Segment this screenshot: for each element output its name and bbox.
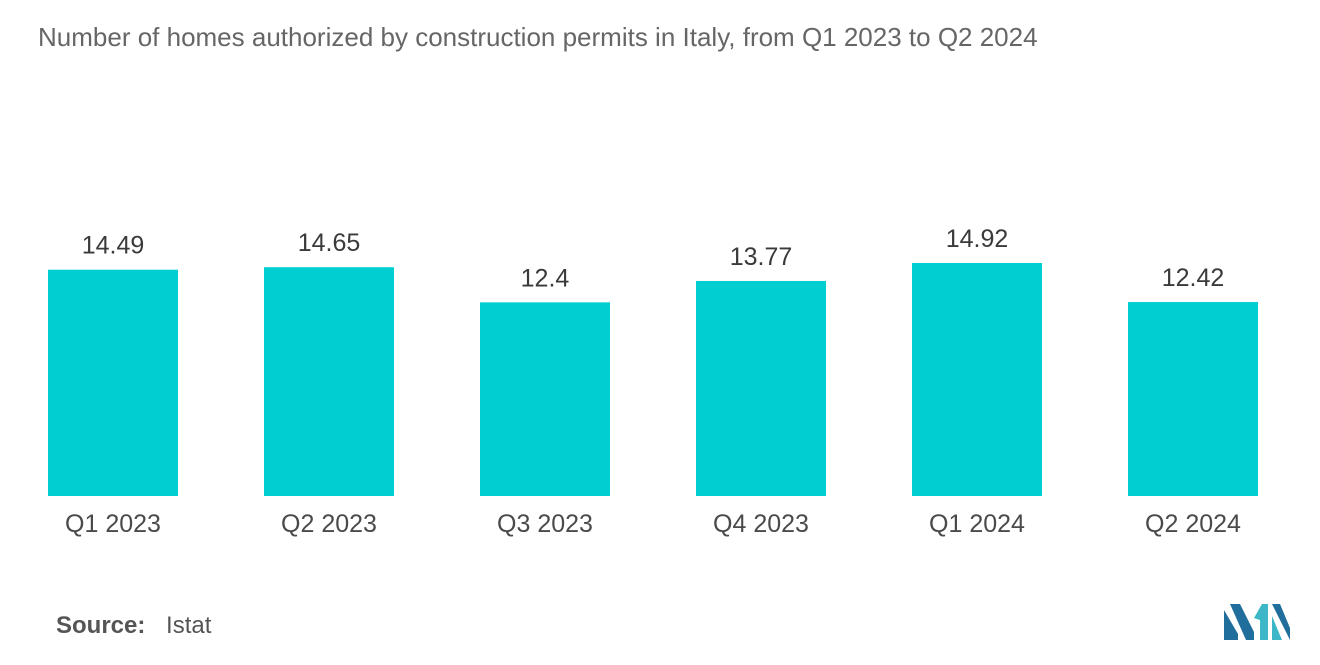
value-label: 12.42 [1162,264,1225,292]
bar-q1-2023 [48,269,178,496]
value-labels-layer: 14.49 14.65 12.4 13.77 14.92 12.42 [82,225,1225,292]
value-label: 12.4 [521,264,570,292]
x-tick-labels-layer: Q1 2023 Q2 2023 Q3 2023 Q4 2023 Q1 2024 Q2 20… [65,510,1241,538]
value-label: 14.92 [946,225,1009,253]
x-tick-label: Q3 2023 [497,510,593,538]
source-value: Istat [166,612,212,639]
x-tick-label: Q2 2023 [281,510,377,538]
value-label: 13.77 [730,243,793,271]
mordor-intelligence-logo-icon [1224,604,1290,640]
source-label: Source: [56,612,146,639]
value-label: 14.49 [82,232,145,260]
x-tick-label: Q1 2024 [929,510,1025,538]
x-tick-label: Q4 2023 [713,510,809,538]
bar-q2-2023 [264,267,394,496]
source-note: Source: Istat [56,612,211,640]
bar-q4-2023 [696,280,826,496]
bars-layer [48,263,1258,496]
x-tick-label: Q1 2023 [65,510,161,538]
bar-q3-2023 [480,302,610,496]
x-tick-label: Q2 2024 [1145,510,1241,538]
bar-q1-2024 [912,263,1042,496]
bar-q2-2024 [1128,302,1258,496]
chart-title: Number of homes authorized by constructi… [38,22,1038,52]
value-label: 14.65 [298,229,361,257]
